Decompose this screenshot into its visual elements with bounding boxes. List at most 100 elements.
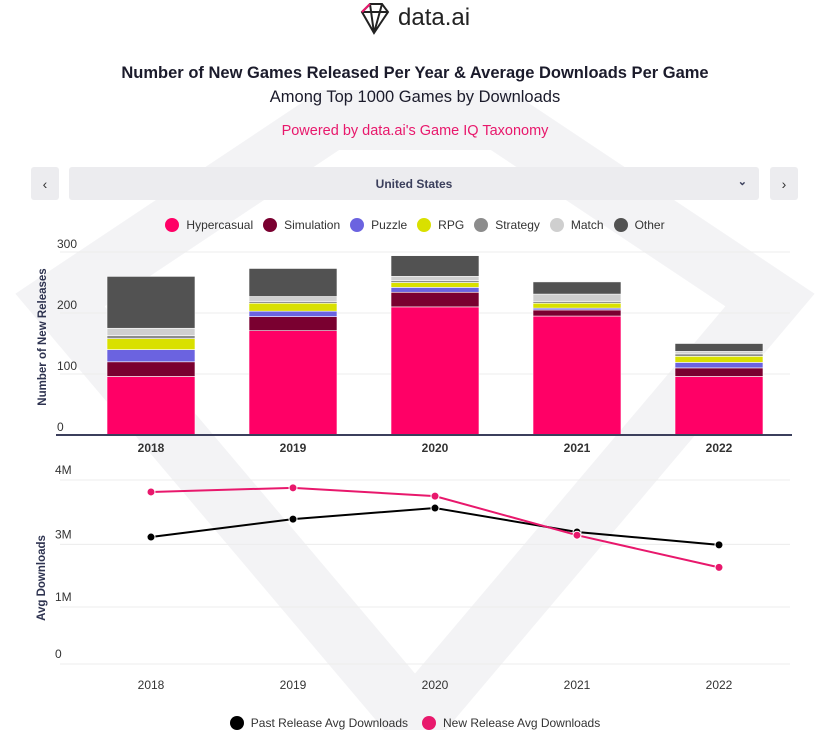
legend-item-hypercasual[interactable]: Hypercasual bbox=[165, 218, 253, 232]
x-tick-label: 2022 bbox=[706, 441, 733, 455]
bar-match-2019 bbox=[248, 296, 338, 302]
line-point-1-2019 bbox=[288, 483, 298, 493]
legend-dot bbox=[229, 716, 244, 730]
bar-hypercasual-2022 bbox=[674, 376, 764, 436]
bar-rpg-2022 bbox=[674, 356, 764, 363]
bar-legend: Hypercasual Simulation Puzzle RPG Strategy Ma… bbox=[0, 218, 830, 232]
bar-rpg-2019 bbox=[248, 302, 338, 312]
legend-label: RPG bbox=[438, 218, 465, 232]
legend-item-line-0[interactable]: Past Release Avg Downloads bbox=[229, 716, 408, 730]
line-point-0-2018 bbox=[146, 532, 156, 542]
line-series-0 bbox=[150, 507, 720, 546]
bar-puzzle-2020 bbox=[390, 287, 480, 293]
line-point-0-2019 bbox=[288, 514, 298, 524]
legend-label: Past Release Avg Downloads bbox=[250, 716, 408, 730]
legend-dot bbox=[613, 218, 628, 232]
bar-rpg-2018 bbox=[106, 338, 196, 350]
y-axis-label: Avg Downloads bbox=[36, 535, 48, 621]
bar-other-2020 bbox=[390, 255, 480, 277]
prev-button[interactable]: ‹ bbox=[31, 167, 59, 200]
x-tick-label: 2020 bbox=[422, 441, 449, 455]
legend-label: Puzzle bbox=[371, 218, 408, 232]
legend-label: Simulation bbox=[284, 218, 341, 232]
legend-label: Hypercasual bbox=[186, 218, 254, 232]
legend-dot bbox=[474, 218, 489, 232]
bar-simulation-2020 bbox=[390, 291, 480, 308]
bar-simulation-2019 bbox=[248, 316, 338, 331]
bar-match-2020 bbox=[390, 276, 480, 281]
legend-label: Strategy bbox=[495, 218, 540, 232]
bar-other-2019 bbox=[248, 268, 338, 297]
next-button[interactable]: › bbox=[770, 167, 798, 200]
bar-hypercasual-2021 bbox=[532, 315, 622, 436]
bar-strategy-2018 bbox=[106, 335, 196, 339]
legend-label: New Release Avg Downloads bbox=[443, 716, 601, 730]
x-tick-label: 2018 bbox=[138, 441, 165, 455]
bar-match-2018 bbox=[106, 327, 196, 336]
chart-subtitle: Among Top 1000 Games by Downloads bbox=[269, 88, 561, 106]
bar-match-2021 bbox=[532, 293, 622, 302]
legend-dot bbox=[165, 218, 180, 232]
line-point-0-2022 bbox=[714, 540, 724, 550]
bar-hypercasual-2019 bbox=[248, 330, 338, 436]
x-tick-label: 2021 bbox=[564, 678, 591, 692]
legend-item-strategy[interactable]: Strategy bbox=[474, 218, 540, 232]
line-point-1-2020 bbox=[430, 491, 440, 501]
x-tick-label: 2020 bbox=[422, 678, 449, 692]
logo: data.ai bbox=[356, 0, 486, 36]
chevron-left-icon: ‹ bbox=[42, 175, 48, 192]
country-select[interactable]: United States ⌄ bbox=[69, 167, 759, 200]
bar-simulation-2018 bbox=[106, 361, 196, 377]
line-legend: Past Release Avg Downloads New Release Av… bbox=[0, 716, 830, 730]
line-point-0-2020 bbox=[430, 503, 440, 513]
bar-rpg-2020 bbox=[390, 282, 480, 288]
bar-puzzle-2019 bbox=[248, 310, 338, 317]
legend-item-other[interactable]: Other bbox=[613, 218, 665, 232]
legend-item-puzzle[interactable]: Puzzle bbox=[350, 218, 407, 232]
x-tick-label: 2019 bbox=[280, 678, 307, 692]
chevron-right-icon: › bbox=[781, 175, 787, 192]
legend-label: Other bbox=[634, 218, 665, 232]
legend-dot bbox=[417, 218, 432, 232]
powered-by-text: Powered by data.ai's Game IQ Taxonomy bbox=[281, 123, 549, 139]
bar-strategy-2022 bbox=[674, 353, 764, 357]
line-point-1-2022 bbox=[714, 562, 724, 572]
y-tick-label: 300 bbox=[57, 237, 77, 251]
bar-other-2022 bbox=[674, 343, 764, 352]
y-tick-label: 4M bbox=[55, 463, 72, 477]
y-tick-label: 200 bbox=[57, 298, 77, 312]
chevron-down-icon: ⌄ bbox=[737, 176, 747, 188]
bar-simulation-2022 bbox=[674, 367, 764, 377]
legend-item-rpg[interactable]: RPG bbox=[417, 218, 464, 232]
x-tick-label: 2019 bbox=[280, 441, 307, 455]
line-point-1-2018 bbox=[146, 487, 156, 497]
bar-simulation-2021 bbox=[532, 309, 622, 317]
diamond-logo-icon bbox=[360, 3, 390, 35]
legend-dot bbox=[549, 218, 564, 232]
y-tick-label: 3M bbox=[55, 527, 72, 541]
legend-item-line-1[interactable]: New Release Avg Downloads bbox=[422, 716, 600, 730]
bar-other-2018 bbox=[106, 276, 196, 329]
legend-label: Match bbox=[570, 218, 604, 232]
bar-match-2022 bbox=[674, 351, 764, 355]
legend-dot bbox=[422, 716, 436, 730]
line-point-1-2021 bbox=[572, 530, 582, 540]
x-tick-label: 2022 bbox=[706, 678, 733, 692]
bar-hypercasual-2018 bbox=[106, 376, 196, 436]
bar-puzzle-2018 bbox=[106, 349, 196, 363]
bar-rpg-2021 bbox=[532, 302, 622, 309]
bar-other-2021 bbox=[532, 281, 622, 295]
y-tick-label: 100 bbox=[57, 359, 77, 373]
chart-title: Number of New Games Released Per Year & … bbox=[121, 64, 709, 82]
legend-dot bbox=[263, 218, 278, 232]
legend-item-match[interactable]: Match bbox=[549, 218, 604, 232]
bar-puzzle-2022 bbox=[674, 362, 764, 369]
logo-text: data.ai bbox=[398, 4, 471, 31]
legend-item-simulation[interactable]: Simulation bbox=[263, 218, 340, 232]
y-tick-label: 1M bbox=[55, 590, 72, 604]
y-tick-label: 0 bbox=[55, 647, 62, 661]
legend-dot bbox=[350, 218, 365, 232]
country-select-value: United States bbox=[375, 176, 453, 191]
